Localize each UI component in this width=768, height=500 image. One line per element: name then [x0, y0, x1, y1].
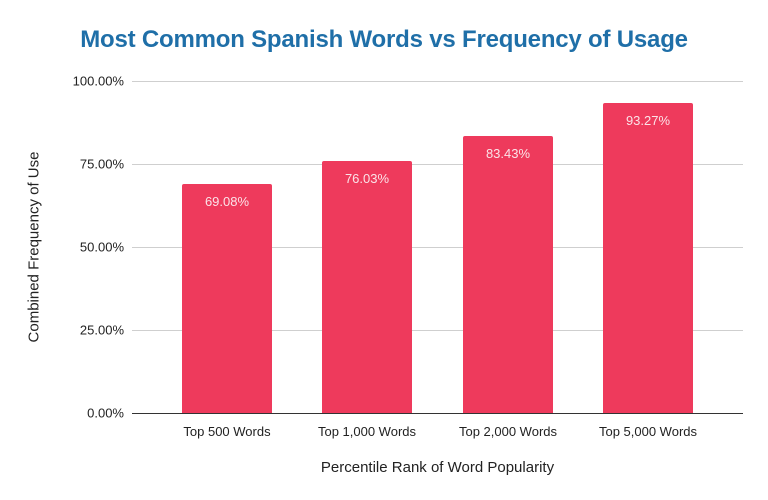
- gridline-100: [132, 81, 743, 82]
- bar-top-2000: 83.43%: [463, 136, 553, 413]
- bar-data-label: 76.03%: [344, 170, 390, 186]
- y-tick-50: 50.00%: [79, 239, 124, 255]
- bar-top-5000: 93.27%: [603, 103, 693, 413]
- plot-area: 69.08% 76.03% 83.43% 93.27%: [132, 81, 743, 414]
- y-tick-0: 0.00%: [87, 405, 124, 421]
- y-tick-25: 25.00%: [79, 322, 124, 338]
- bar-data-label: 69.08%: [204, 193, 250, 209]
- gridline-25: [132, 330, 743, 331]
- bar-data-label: 83.43%: [485, 146, 531, 162]
- x-tick-top-2000: Top 2,000 Words: [458, 424, 558, 439]
- y-axis-title: Combined Frequency of Use: [25, 151, 43, 343]
- bar-top-500: 69.08%: [182, 183, 272, 413]
- x-tick-top-500: Top 500 Words: [183, 424, 271, 439]
- bar-data-label: 93.27%: [625, 113, 671, 129]
- gridline-75: [132, 164, 743, 165]
- x-tick-top-1000: Top 1,000 Words: [317, 424, 417, 439]
- x-axis-title: Percentile Rank of Word Popularity: [320, 459, 555, 476]
- chart-title: Most Common Spanish Words vs Frequency o…: [80, 26, 688, 53]
- y-tick-75: 75.00%: [79, 156, 124, 172]
- y-tick-100: 100.00%: [72, 73, 124, 89]
- x-axis-line: [132, 413, 743, 414]
- bar-top-1000: 76.03%: [322, 160, 412, 413]
- x-tick-top-5000: Top 5,000 Words: [598, 424, 698, 439]
- gridline-50: [132, 247, 743, 248]
